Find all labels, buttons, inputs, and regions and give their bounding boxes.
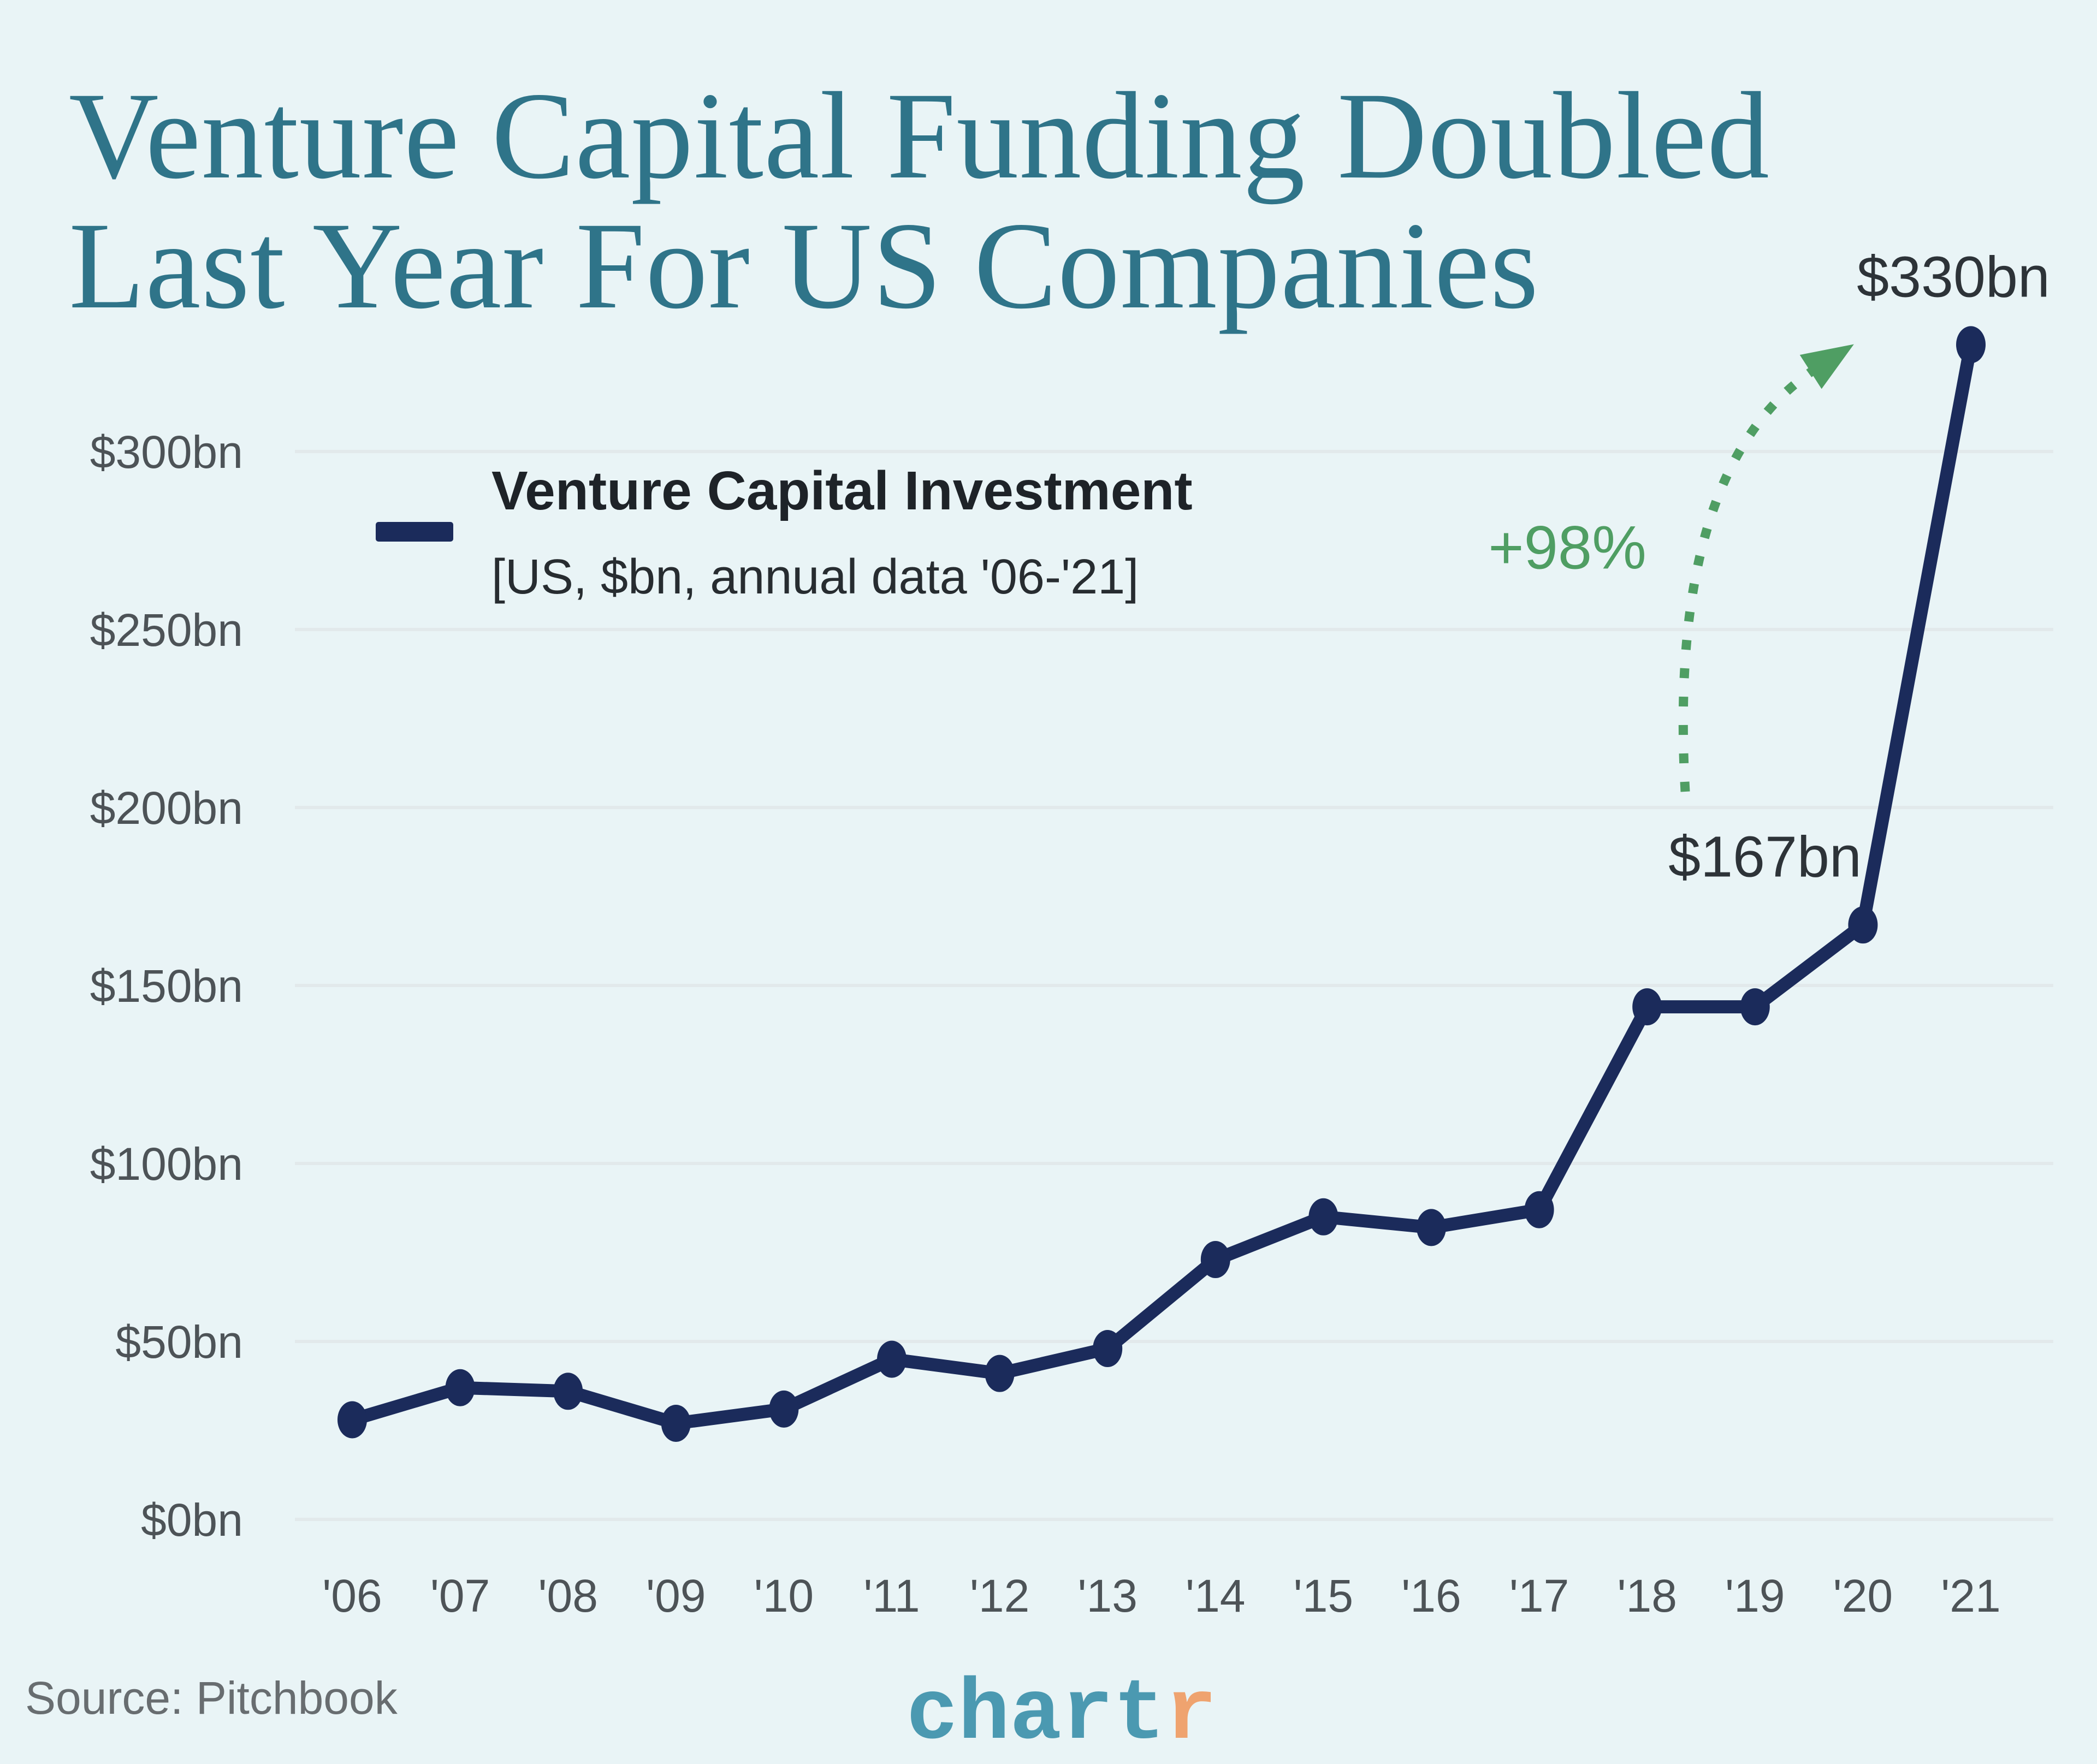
y-axis-tick-label: $200bn	[90, 782, 243, 834]
data-point	[445, 1369, 475, 1406]
data-point	[1632, 988, 1662, 1026]
chartr-logo-chart: chart	[906, 1666, 1165, 1764]
x-axis-tick-label: '13	[1077, 1570, 1137, 1622]
y-axis-tick-label: $50bn	[115, 1316, 243, 1368]
data-point	[1848, 906, 1878, 944]
chartr-logo-r: r	[1165, 1666, 1217, 1764]
source-note: Source: Pitchbook	[25, 1672, 398, 1724]
legend-series-label: Venture Capital Investment	[491, 460, 1193, 521]
x-axis-tick-label: '16	[1401, 1570, 1461, 1622]
annotation-peak-value: $330bn	[1857, 245, 2050, 310]
x-axis-tick-label: '08	[538, 1570, 597, 1622]
x-axis-tick-label: '11	[863, 1570, 920, 1622]
x-axis-tick-label: '17	[1509, 1570, 1569, 1622]
chart-title-line1: Venture Capital Funding Doubled	[69, 67, 1770, 205]
y-axis-tick-label: $150bn	[90, 960, 243, 1012]
x-axis-tick-label: '10	[754, 1570, 814, 1622]
y-axis-tick-label: $0bn	[141, 1494, 243, 1546]
data-point	[1200, 1241, 1230, 1279]
data-point	[1956, 326, 1986, 364]
chartr-logo: chartr	[907, 1666, 1217, 1764]
chart-title-line2: Last Year For US Companies	[69, 197, 1539, 335]
x-axis-tick-label: '12	[970, 1570, 1029, 1622]
x-axis-tick-label: '14	[1186, 1570, 1245, 1622]
x-axis-tick-label: '21	[1941, 1570, 2000, 1622]
data-point	[985, 1355, 1015, 1392]
x-axis-tick-label: '18	[1617, 1570, 1677, 1622]
chart-title: Venture Capital Funding Doubled Last Yea…	[69, 71, 1770, 331]
data-line	[346, 338, 1977, 1430]
x-axis-tick-label: '09	[646, 1570, 706, 1622]
legend-series-subtitle: [US, $bn, annual data '06-'21]	[491, 550, 1139, 604]
y-axis-tick-label: $100bn	[90, 1138, 243, 1190]
data-point	[337, 1401, 367, 1439]
data-point	[1308, 1198, 1338, 1236]
data-point	[1740, 988, 1770, 1026]
x-axis-tick-label: '20	[1833, 1570, 1893, 1622]
data-point	[769, 1390, 799, 1428]
legend-line-swatch	[376, 522, 453, 542]
data-point	[1093, 1330, 1123, 1368]
x-axis-tick-label: '06	[322, 1570, 382, 1622]
y-axis-tick-label: $300bn	[90, 426, 243, 478]
data-point	[1417, 1209, 1446, 1246]
annotation-percent-change: +98%	[1488, 513, 1646, 582]
annotation-prev-value: $167bn	[1668, 824, 1862, 889]
x-axis-tick-label: '15	[1294, 1570, 1353, 1622]
data-point	[1524, 1191, 1554, 1228]
x-axis-tick-label: '07	[430, 1570, 490, 1622]
data-point	[877, 1340, 907, 1378]
data-point	[661, 1404, 691, 1442]
x-axis-tick-label: '19	[1725, 1570, 1785, 1622]
y-axis-tick-label: $250bn	[90, 604, 243, 656]
growth-arrow-icon	[1678, 344, 1854, 792]
data-point	[553, 1373, 583, 1410]
